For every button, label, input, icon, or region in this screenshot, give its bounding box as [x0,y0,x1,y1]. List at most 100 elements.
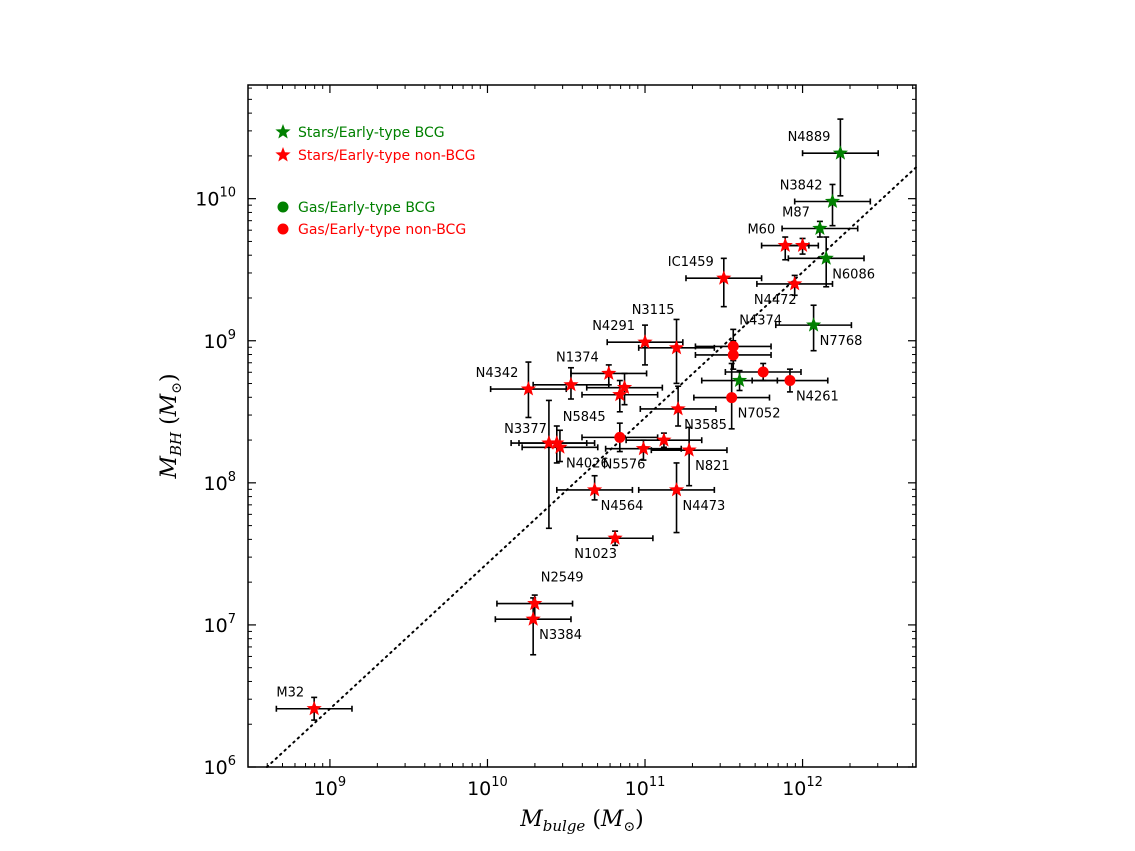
data-point-n7052-circle [726,392,738,404]
point-label-n3377: N3377 [504,422,547,437]
y-tick-base: 10 [204,615,228,637]
x-tick-label: 109 [314,775,346,800]
y-tick-exp: 10 [219,186,236,201]
data-point-n2549-star [527,595,543,611]
point-label-n4374: N4374 [739,313,782,328]
y-axis-title-paren-open: ( [157,416,182,425]
data-point-n3585-star [670,400,686,416]
y-tick-base: 10 [204,757,228,779]
point-label-n7768: N7768 [820,334,863,349]
y-tick-label: 109 [204,328,236,353]
point-label-n6086: N6086 [832,267,875,282]
point-label-n4889: N4889 [788,130,831,145]
x-tick-exp: 11 [649,775,666,790]
point-label-n1023: N1023 [574,547,617,562]
y-tick-label: 108 [204,470,236,495]
x-axis-title: Mbulge (M⊙) [519,807,644,835]
y-tick-exp: 6 [228,754,236,769]
point-label-n3115: N3115 [632,303,675,318]
x-axis-title-paren-open: ( [592,807,601,832]
x-axis-title-sub: bulge [543,817,586,835]
data-point-n5845-star [549,435,565,450]
x-tick-exp: 9 [338,775,346,790]
point-label-m60a: M60 [747,223,775,238]
point-label-n4473: N4473 [683,499,726,514]
legend-label: Gas/Early-type non-BCG [298,222,466,238]
data-point-m60a-star [777,237,793,253]
data-point-gas-mid-circle [614,431,626,443]
data-point-ic1459-star [716,270,732,285]
y-axis-title-sym-sub: ⊙ [169,382,185,394]
y-axis-title: MBH (M⊙) [157,373,185,479]
y-tick-label: 1010 [195,186,236,211]
x-axis-title-sym-sub: ⊙ [623,819,635,835]
legend: Stars/Early-type BCG Stars/Early-type non… [275,124,475,238]
x-tick-base: 10 [467,778,491,800]
x-tick-base: 10 [782,778,806,800]
x-tick-base: 10 [625,778,649,800]
data-point-m87-star [812,220,828,235]
point-label-m32: M32 [276,686,304,701]
x-tick-base: 10 [314,778,338,800]
data-point-n1374c-star [612,386,628,402]
data-point-n4374-circle [727,340,739,352]
point-label-n1374: N1374 [556,350,599,365]
x-tick-exp: 10 [491,775,508,790]
data-point-m60b-star [794,237,811,253]
data-point-n1374b-star [616,379,633,395]
y-tick-exp: 9 [228,328,236,343]
data-point-n1374-star [601,365,617,380]
data-point-n4564-star [587,481,603,497]
y-tick-base: 10 [195,189,219,211]
point-label-n821: N821 [695,459,730,474]
y-tick-exp: 8 [228,470,236,485]
y-tick-base: 10 [204,473,228,495]
data-point-n4342b-star [563,376,579,392]
data-point-n821-star [681,442,697,457]
point-label-n2549: N2549 [541,571,584,586]
y-axis-title-main: M [157,456,182,480]
point-label-layer: N4889 N3842 M87 N6086 N7768 M60 IC1459 N4472 N42… [276,130,875,701]
x-tick-label: 1010 [467,775,508,800]
point-label-n3842: N3842 [780,179,823,194]
point-label-n5845: N5845 [563,410,606,425]
point-label-n4342: N4342 [476,366,519,381]
point-label-ic1459: IC1459 [668,255,714,270]
data-point-n4342-star [520,381,537,396]
point-label-n4261: N4261 [796,390,839,405]
data-point-n4261-circle [784,375,796,387]
x-tick-label: 1012 [782,775,823,800]
legend-marker-circle [277,223,289,235]
y-tick-exp: 7 [228,612,236,627]
point-label-n4291: N4291 [592,319,635,334]
legend-label: Gas/Early-type BCG [298,200,435,216]
data-point-n6086-star [818,250,834,265]
point-label-m87: M87 [782,206,810,221]
legend-marker-circle [277,201,289,213]
data-point-n5576b-star [656,432,672,447]
x-axis-title-paren-close: ) [635,807,644,832]
data-point-n4261b-circle [757,366,769,378]
x-axis-title-main: M [519,807,543,832]
data-point-n4291-star [637,334,653,349]
y-tick-label: 107 [204,612,236,637]
y-axis-title-sub: BH [167,431,185,457]
point-label-n4564: N4564 [601,499,644,514]
data-point-n4473-star [668,481,685,497]
data-point-n3115-star [668,339,685,355]
y-axis-title-paren-close: ) [157,373,182,382]
legend-label: Stars/Early-type BCG [298,125,445,141]
legend-marker-star [275,124,291,139]
data-point-n3842-star [824,193,841,208]
y-axis-title-sym: M [157,393,182,417]
marker-layer [306,145,848,716]
point-label-n7052: N7052 [738,407,781,422]
data-point-bcg-star-mid-star [731,372,748,388]
data-point-n4374b-circle [727,349,739,361]
point-label-n3384: N3384 [539,628,582,643]
legend-marker-star [275,147,291,162]
x-axis-title-sym: M [600,807,624,832]
data-point-n4472-star [787,275,803,291]
legend-label: Stars/Early-type non-BCG [298,148,475,164]
